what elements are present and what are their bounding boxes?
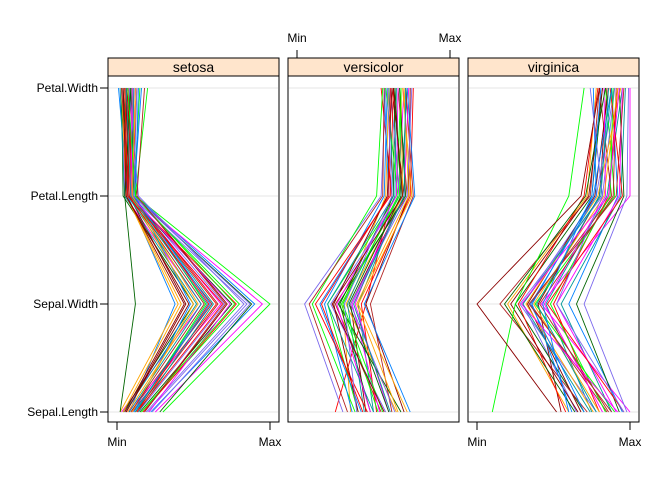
- record-line: [121, 87, 182, 413]
- record-line: [131, 87, 214, 413]
- record-line: [356, 87, 410, 413]
- record-line: [576, 87, 625, 413]
- record-line: [363, 87, 416, 413]
- panel-strip-label: versicolor: [344, 59, 404, 75]
- record-line: [517, 87, 599, 413]
- record-line: [522, 87, 610, 413]
- x-tick-label-min: Min: [287, 31, 306, 45]
- record-line: [357, 87, 413, 413]
- record-line: [134, 87, 256, 413]
- panel-virginica: virginica: [467, 57, 640, 423]
- record-line: [122, 87, 185, 413]
- record-line: [553, 87, 619, 413]
- record-line: [529, 87, 597, 413]
- x-tick-label-max: Max: [619, 435, 642, 449]
- record-line: [324, 87, 388, 413]
- record-line: [491, 87, 585, 413]
- bottom-axis: Min Max Min Max: [107, 422, 641, 449]
- record-line: [531, 87, 613, 413]
- panel-versicolor: versicolor: [287, 57, 460, 423]
- panels-layer: setosa versicolor virginica: [107, 57, 640, 423]
- record-line: [514, 87, 603, 413]
- record-line: [331, 87, 404, 413]
- record-line: [546, 87, 625, 413]
- record-line: [549, 87, 614, 413]
- x-tick-label-min: Min: [467, 435, 486, 449]
- record-line: [507, 87, 597, 413]
- x-tick-label-max: Max: [259, 435, 282, 449]
- record-line: [119, 87, 136, 413]
- record-line: [536, 87, 613, 413]
- record-line: [133, 87, 251, 413]
- record-line: [343, 87, 393, 413]
- record-line: [119, 87, 198, 413]
- record-line: [340, 87, 402, 413]
- record-line: [133, 87, 211, 413]
- panel-strip-label: setosa: [173, 59, 214, 75]
- record-line: [519, 87, 616, 413]
- record-line: [583, 87, 629, 413]
- x-tick-label-min: Min: [107, 435, 126, 449]
- record-line: [539, 87, 617, 413]
- record-line: [342, 87, 390, 413]
- variable-label: Sepal.Length: [27, 405, 98, 419]
- x-tick-label-max: Max: [439, 31, 462, 45]
- record-line: [125, 87, 208, 413]
- record-line: [337, 87, 407, 413]
- record-line: [476, 87, 600, 413]
- record-line: [556, 87, 623, 413]
- top-axis: Min Max: [287, 31, 461, 58]
- record-line: [503, 87, 606, 413]
- y-axis: Sepal.Length Sepal.Width Petal.Length Petal…: [27, 81, 108, 419]
- variable-label: Petal.Width: [37, 81, 98, 95]
- record-line: [121, 87, 205, 413]
- record-line: [520, 87, 620, 413]
- record-line: [130, 87, 253, 413]
- record-line: [345, 87, 404, 413]
- record-line: [127, 87, 199, 413]
- record-line: [127, 87, 236, 413]
- record-line: [311, 87, 384, 413]
- record-line: [347, 87, 397, 413]
- record-line: [124, 87, 224, 413]
- record-line: [134, 87, 271, 413]
- record-line: [136, 87, 227, 413]
- variable-label: Petal.Length: [31, 189, 98, 203]
- record-line: [327, 87, 402, 413]
- record-line: [336, 87, 399, 413]
- variable-label: Sepal.Width: [33, 297, 98, 311]
- record-line: [308, 87, 385, 413]
- record-line: [528, 87, 625, 413]
- record-line: [542, 87, 602, 413]
- record-line: [131, 87, 210, 413]
- panel-setosa: setosa: [107, 57, 280, 423]
- panel-strip-label: virginica: [528, 59, 580, 75]
- record-line: [353, 87, 407, 413]
